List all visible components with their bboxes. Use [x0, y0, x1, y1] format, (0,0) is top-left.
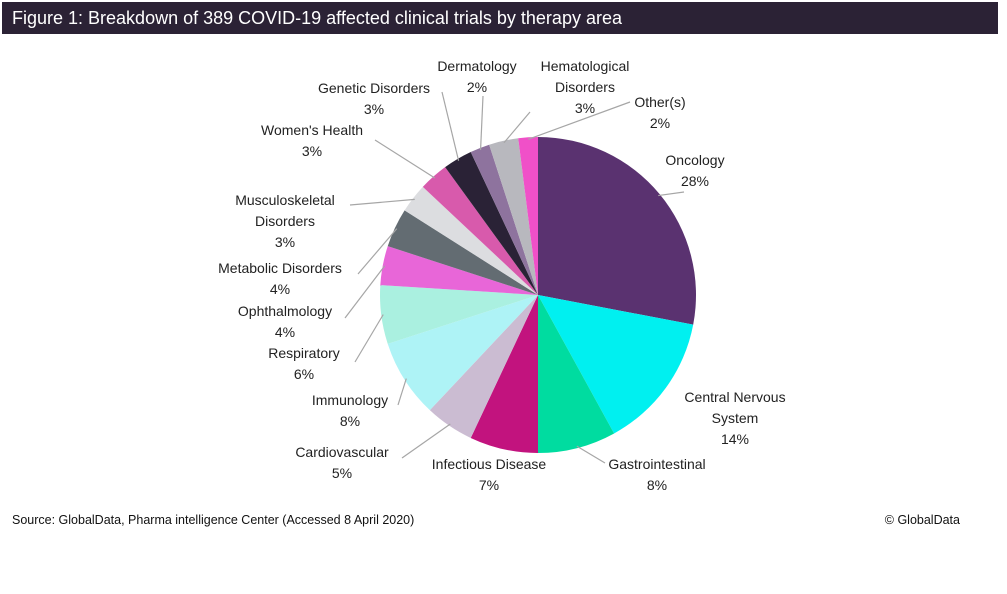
data-label-name: Musculoskeletal	[235, 192, 335, 208]
data-label: Women's Health 3%	[261, 120, 363, 162]
data-label: Cardiovascular 5%	[295, 442, 388, 484]
data-label-percent: 6%	[293, 366, 315, 382]
data-label-name: Ophthalmology	[237, 303, 333, 319]
pie-slice-ophthalmology	[380, 246, 538, 295]
leader-line	[397, 378, 407, 406]
title-bar: Figure 1: Breakdown of 389 COVID-19 affe…	[2, 2, 998, 34]
leader-line	[374, 139, 436, 179]
pie-slice-dermatology	[470, 144, 538, 295]
data-label: Central Nervous System 14%	[684, 387, 785, 450]
data-label-percent: 4%	[269, 281, 291, 297]
data-label-percent: 2%	[649, 115, 671, 131]
source-note: Source: GlobalData, Pharma intelligence …	[12, 513, 415, 527]
data-label: Oncology 28%	[665, 150, 724, 192]
data-label-name: Other(s)	[634, 94, 686, 110]
pie-slice-immunology	[387, 295, 538, 411]
data-label: Metabolic Disorders 4%	[218, 258, 342, 300]
data-label-name: Immunology	[311, 392, 389, 408]
data-label-name: Disorders	[555, 79, 615, 95]
data-label: Respiratory 6%	[268, 343, 340, 385]
data-label: Ophthalmology 4%	[238, 301, 332, 343]
data-label-name: Oncology	[665, 152, 725, 168]
data-label-name: Hematological	[540, 58, 630, 74]
data-label-percent: 14%	[720, 431, 750, 447]
pie-slice-genetic-disorders	[445, 152, 538, 295]
data-label-name: Cardiovascular	[295, 444, 389, 460]
data-label-percent: 8%	[339, 413, 361, 429]
data-label: Infectious Disease 7%	[432, 454, 546, 496]
data-label-name: Dermatology	[437, 58, 517, 74]
data-label-name: Infectious Disease	[431, 456, 547, 472]
data-label-name: Disorders	[255, 213, 315, 229]
pie-slice-women-s-health	[422, 167, 538, 295]
data-label-percent: 28%	[680, 173, 710, 189]
data-label: Immunology 8%	[312, 390, 388, 432]
data-label-name: System	[711, 410, 759, 426]
data-label-percent: 5%	[331, 465, 353, 481]
leader-line	[441, 91, 460, 161]
data-label: Dermatology 2%	[437, 56, 516, 98]
leader-line	[658, 191, 685, 197]
data-label: Genetic Disorders 3%	[318, 78, 430, 120]
data-label-percent: 3%	[301, 143, 323, 159]
data-label-name: Respiratory	[268, 345, 340, 361]
data-label-percent: 3%	[363, 101, 385, 117]
data-label-percent: 2%	[466, 79, 488, 95]
data-label-name: Central Nervous	[684, 389, 786, 405]
leader-line	[401, 423, 451, 459]
pie-slice-gastrointestinal	[538, 295, 615, 454]
pie-slice-musculoskeletal-disorders	[404, 186, 538, 295]
data-label-name: Metabolic Disorders	[218, 260, 342, 276]
data-label-percent: 4%	[274, 324, 296, 340]
data-label: Hematological Disorders 3%	[541, 56, 630, 119]
pie-slice-respiratory	[380, 285, 538, 344]
data-label-percent: 7%	[478, 477, 500, 493]
data-label-name: Genetic Disorders	[317, 80, 431, 96]
leader-line	[576, 445, 606, 464]
leader-line	[479, 95, 484, 150]
pie-slice-cardiovascular	[429, 295, 538, 438]
data-label-percent: 3%	[274, 234, 296, 250]
data-label-percent: 3%	[574, 100, 596, 116]
leader-line	[349, 198, 415, 206]
leader-line	[344, 265, 386, 319]
data-label-percent: 8%	[646, 477, 668, 493]
data-label-name: Gastrointestinal	[608, 456, 706, 472]
data-label-name: Women's Health	[260, 122, 364, 138]
pie-slice-metabolic-disorders	[387, 210, 538, 295]
leader-line	[354, 314, 384, 363]
chart-title: Figure 1: Breakdown of 389 COVID-19 affe…	[12, 8, 622, 28]
data-label: Gastrointestinal 8%	[608, 454, 705, 496]
pie-slice-hematological-disorders	[489, 138, 538, 295]
leader-line	[527, 101, 631, 140]
copyright: © GlobalData	[884, 513, 960, 527]
pie-slice-infectious-disease	[470, 295, 538, 453]
data-label: Musculoskeletal Disorders 3%	[235, 190, 335, 253]
leader-line	[503, 111, 531, 144]
leader-line	[357, 228, 398, 275]
data-label: Other(s) 2%	[634, 92, 685, 134]
pie-slice-central-nervous-system	[538, 295, 694, 434]
pie-slice-oncology	[538, 137, 697, 325]
pie-slice-other-s-	[518, 137, 538, 295]
